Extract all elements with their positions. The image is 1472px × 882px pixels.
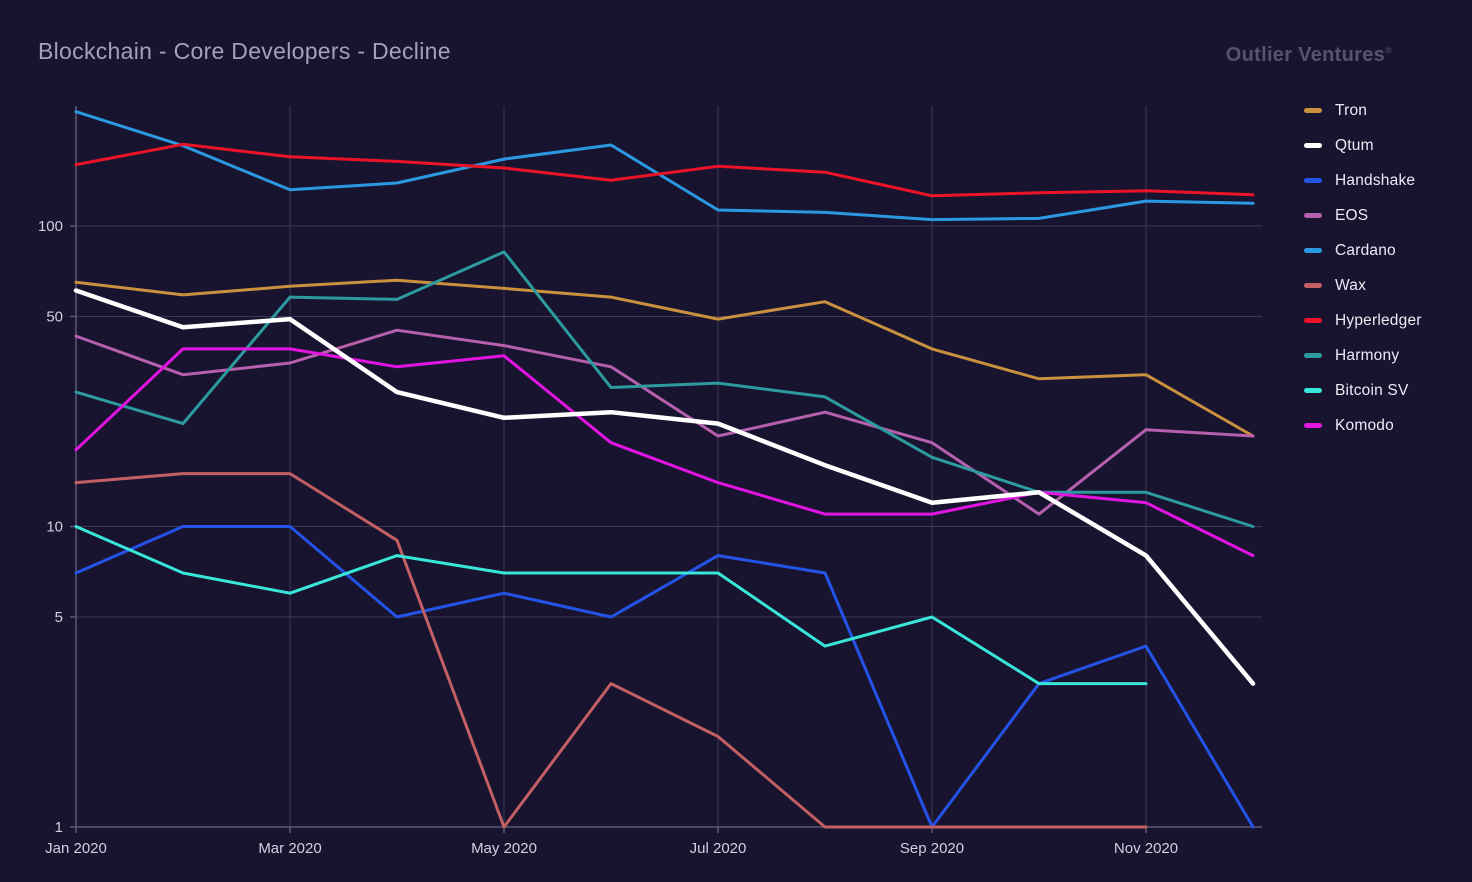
series-line-harmony [74, 250, 1255, 528]
legend-item-cardano[interactable]: Cardano [1304, 233, 1422, 268]
brand-registered-mark: ® [1385, 45, 1392, 56]
y-tick-label: 1 [55, 819, 63, 836]
legend-item-tron[interactable]: Tron [1304, 93, 1422, 128]
legend-item-handshake[interactable]: Handshake [1304, 163, 1422, 198]
legend-label-komodo: Komodo [1335, 416, 1394, 434]
y-tick-label: 100 [38, 218, 63, 235]
series-line-hyperledger [74, 142, 1255, 198]
legend-swatch-qtum [1304, 143, 1322, 148]
legend-swatch-harmony [1304, 353, 1322, 358]
legend-swatch-handshake [1304, 178, 1322, 183]
legend-swatch-tron [1304, 108, 1322, 113]
series-line-bitcoin-sv [74, 525, 1148, 686]
x-tick-label: Sep 2020 [900, 840, 964, 857]
y-tick-label: 5 [55, 609, 63, 626]
legend-swatch-komodo [1304, 423, 1322, 428]
chart-title: Blockchain - Core Developers - Decline [38, 38, 451, 64]
legend-swatch-hyperledger [1304, 318, 1322, 323]
x-tick-label: Mar 2020 [258, 840, 321, 857]
legend-swatch-wax [1304, 283, 1322, 288]
legend-label-eos: EOS [1335, 206, 1369, 224]
legend-label-cardano: Cardano [1335, 241, 1396, 259]
legend-label-tron: Tron [1335, 101, 1368, 119]
legend-label-wax: Wax [1335, 276, 1367, 294]
legend-swatch-cardano [1304, 248, 1322, 253]
brand-text: Outlier Ventures [1225, 44, 1386, 66]
series-line-tron [74, 278, 1255, 438]
legend-label-handshake: Handshake [1335, 171, 1416, 189]
y-tick-label: 50 [46, 308, 63, 325]
legend-item-wax[interactable]: Wax [1304, 268, 1422, 303]
x-tick-label: Nov 2020 [1114, 840, 1178, 857]
series-line-handshake [74, 525, 1255, 829]
x-tick-label: Jan 2020 [45, 840, 107, 857]
series-line-komodo [74, 347, 1255, 558]
legend-item-komodo[interactable]: Komodo [1304, 408, 1422, 443]
legend-label-hyperledger: Hyperledger [1335, 311, 1422, 329]
x-tick-label: Jul 2020 [690, 840, 747, 857]
legend-swatch-eos [1304, 213, 1322, 218]
legend-item-eos[interactable]: EOS [1304, 198, 1422, 233]
x-tick-label: May 2020 [471, 840, 537, 857]
legend-swatch-bitcoin-sv [1304, 388, 1322, 393]
chart-legend: Tron Qtum Handshake EOS Cardano Wax Hype… [1304, 93, 1422, 443]
legend-label-bitcoin-sv: Bitcoin SV [1335, 381, 1409, 399]
legend-label-qtum: Qtum [1335, 136, 1374, 154]
legend-item-bitcoin-sv[interactable]: Bitcoin SV [1304, 373, 1422, 408]
series-line-wax [74, 472, 1148, 829]
series-line-eos [74, 328, 1255, 516]
series-line-cardano [74, 110, 1255, 222]
legend-item-qtum[interactable]: Qtum [1304, 128, 1422, 163]
legend-label-harmony: Harmony [1335, 346, 1400, 364]
y-tick-label: 10 [46, 519, 63, 536]
brand-logo: Outlier Ventures® [1226, 44, 1392, 67]
legend-item-hyperledger[interactable]: Hyperledger [1304, 303, 1422, 338]
legend-item-harmony[interactable]: Harmony [1304, 338, 1422, 373]
series-line-qtum [73, 288, 1256, 686]
